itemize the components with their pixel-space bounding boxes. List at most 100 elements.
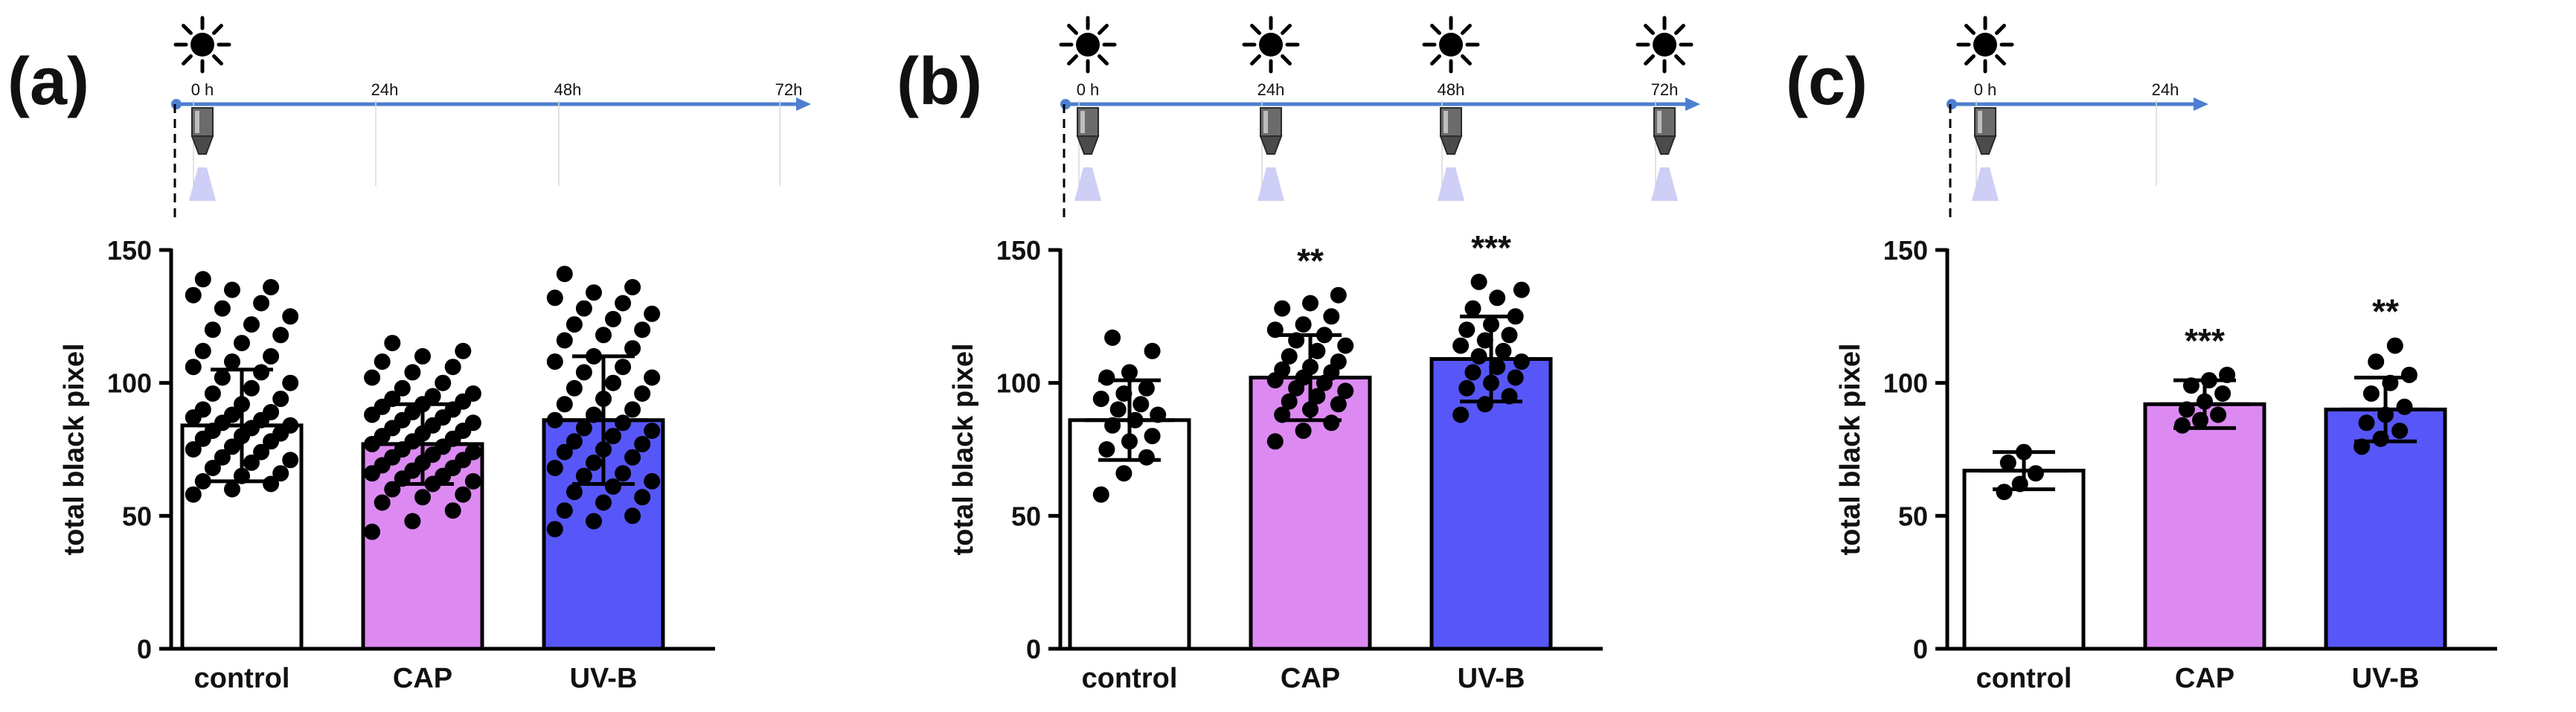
sun-ray <box>1964 54 1976 65</box>
data-point <box>615 465 632 482</box>
data-point <box>1274 361 1291 378</box>
data-point <box>1295 316 1312 333</box>
nozzle-highlight <box>1657 111 1662 133</box>
sun-ray <box>212 24 223 35</box>
data-point <box>444 502 461 519</box>
data-point <box>243 316 260 333</box>
data-point <box>374 353 391 371</box>
data-point <box>556 396 573 413</box>
sun-ray <box>1067 54 1078 65</box>
sun-ray <box>1964 24 1976 35</box>
nozzle-icon <box>1972 107 1999 201</box>
data-point <box>605 478 621 495</box>
timeline-origin-dot <box>1060 99 1071 109</box>
data-point <box>185 286 202 304</box>
nozzle-highlight <box>195 111 199 133</box>
data-point <box>185 441 202 458</box>
category-label: control <box>1976 663 2072 694</box>
data-point <box>2027 465 2044 482</box>
data-point <box>1132 396 1150 413</box>
data-point <box>615 359 632 376</box>
data-point <box>1281 347 1298 365</box>
data-point <box>253 443 270 461</box>
data-point <box>644 423 661 439</box>
category-label: CAP <box>1281 663 1340 694</box>
data-point <box>224 481 240 498</box>
nozzle-tip <box>1259 135 1283 155</box>
data-point <box>2400 366 2418 383</box>
data-point <box>1309 342 1326 359</box>
data-point <box>546 289 563 307</box>
data-point <box>565 316 583 333</box>
data-point <box>575 467 592 484</box>
y-tick-label: 100 <box>1883 368 1928 399</box>
data-point <box>2368 353 2385 371</box>
sun-ray <box>1995 24 2006 35</box>
y-tick-label: 150 <box>996 235 1041 266</box>
data-point <box>1337 382 1354 400</box>
data-point <box>586 513 602 530</box>
sun-core <box>1653 33 1676 57</box>
data-point <box>1104 329 1121 346</box>
y-tick-label: 50 <box>122 501 152 531</box>
data-point <box>194 342 211 359</box>
data-point <box>1330 353 1347 371</box>
timeline-label: 48h <box>1438 80 1465 99</box>
timeline-label: 24h <box>1257 80 1285 99</box>
data-point <box>263 404 280 420</box>
timeline-origin-dot <box>171 99 182 109</box>
category-label: UV-B <box>570 663 638 694</box>
data-point <box>546 460 563 476</box>
data-point <box>605 428 621 445</box>
sun-ray <box>1644 24 1655 35</box>
data-point <box>1302 295 1319 312</box>
nozzle-highlight <box>1080 111 1085 133</box>
data-point <box>1098 441 1115 458</box>
bar-CAP <box>1249 376 1372 651</box>
timeline-label: 48h <box>554 80 582 99</box>
timeline-origin-dot <box>1947 99 1957 109</box>
data-point <box>194 401 211 418</box>
data-point <box>464 414 481 432</box>
timeline-label: 72h <box>1651 80 1679 99</box>
bar-control <box>1962 469 2086 651</box>
significance-label: *** <box>1471 228 1511 267</box>
bar-CAP <box>2143 402 2266 651</box>
data-point <box>1295 423 1312 439</box>
data-point <box>1138 379 1155 397</box>
data-point <box>575 420 592 437</box>
data-point <box>546 521 563 538</box>
sun-ray <box>1644 54 1655 65</box>
data-point <box>224 406 240 423</box>
sun-ray <box>1461 54 1472 65</box>
nozzle-icon <box>1257 107 1284 201</box>
timeline-label: 0 h <box>191 80 214 99</box>
nozzle-icon <box>1074 107 1101 201</box>
data-point <box>624 340 641 357</box>
data-point <box>605 310 621 327</box>
category-label: UV-B <box>1458 663 1525 694</box>
sun-ray <box>1674 24 1685 35</box>
data-point <box>253 364 270 381</box>
nozzle-tip <box>1653 135 1676 155</box>
timeline-arrowhead <box>1685 97 1700 111</box>
data-point <box>2391 423 2409 439</box>
category-label: control <box>1082 663 1178 694</box>
data-point <box>224 353 240 371</box>
data-point <box>634 321 651 339</box>
data-point <box>1513 281 1530 298</box>
uv-beam <box>1651 167 1678 201</box>
timeline-arrowhead <box>796 97 811 111</box>
data-point <box>455 342 472 359</box>
significance-label: *** <box>2185 321 2225 360</box>
data-point <box>1138 449 1155 466</box>
y-tick-label: 0 <box>1026 634 1041 664</box>
data-point <box>253 295 270 312</box>
data-point <box>1092 486 1109 503</box>
uv-beam <box>1438 167 1464 201</box>
data-point <box>1996 484 2013 501</box>
sun-ray <box>1995 54 2006 65</box>
data-point <box>586 284 602 301</box>
